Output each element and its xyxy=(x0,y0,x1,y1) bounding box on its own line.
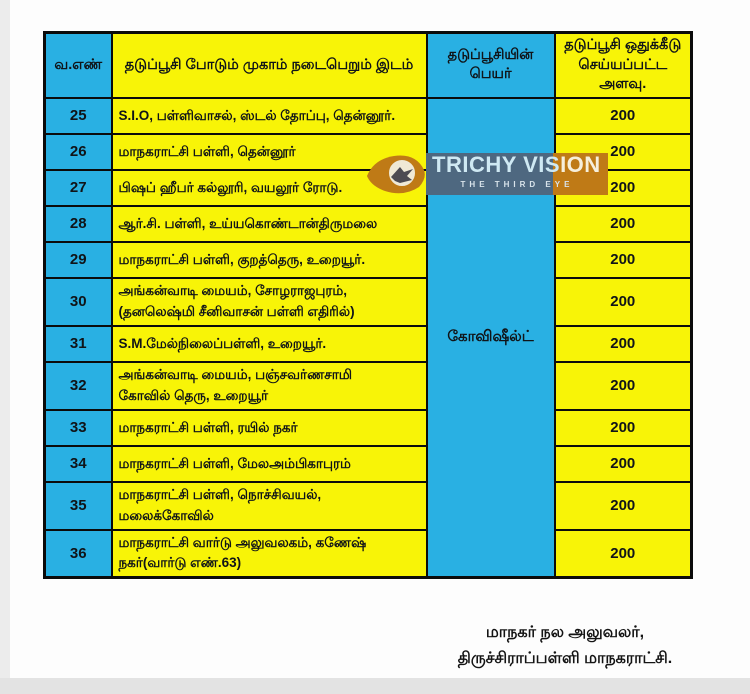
table-row: 26 மாநகராட்சி பள்ளி, தென்னூர் 200 xyxy=(43,132,693,171)
dose-cell: 200 xyxy=(553,132,693,171)
table-row: 35 மாநகராட்சி பள்ளி, நொச்சிவயல், மலைக்கோ… xyxy=(43,480,693,531)
dose-cell: 200 xyxy=(553,324,693,363)
serial-cell: 26 xyxy=(43,132,113,171)
table-row: 34 மாநகராட்சி பள்ளி, மேலஅம்பிகாபுரம் 200 xyxy=(43,444,693,483)
place-cell: மாநகராட்சி பள்ளி, நொச்சிவயல், மலைக்கோவில… xyxy=(110,480,428,531)
serial-cell: 25 xyxy=(43,96,113,135)
dose-cell: 200 xyxy=(553,168,693,207)
dose-cell: 200 xyxy=(553,408,693,447)
dose-cell: 200 xyxy=(553,204,693,243)
table-row: 25 S.I.O, பள்ளிவாசல், ஸ்டல் தோப்பு, தென்… xyxy=(43,96,693,579)
signature-line1: மாநகர் நல அலுவலர், xyxy=(485,624,645,641)
page-edge-left xyxy=(0,0,10,694)
place-cell: மாநகராட்சி பள்ளி, தென்னூர் xyxy=(110,132,428,171)
place-cell: மாநகராட்சி வார்டு அலுவலகம், கணேஷ் நகர்(வ… xyxy=(110,528,428,579)
vaccine-name-cell: கோவிஷீல்ட் xyxy=(425,96,556,579)
place-cell: ஆர்.சி. பள்ளி, உய்யகொண்டான்திருமலை xyxy=(110,204,428,243)
place-cell: S.I.O, பள்ளிவாசல், ஸ்டல் தோப்பு, தென்னூர… xyxy=(110,96,428,135)
place-cell: மாநகராட்சி பள்ளி, குறத்தெரு, உறையூர். xyxy=(110,240,428,279)
dose-cell: 200 xyxy=(553,276,693,327)
serial-cell: 35 xyxy=(43,480,113,531)
place-cell: அங்கன்வாடி மையம், சோழராஜபுரம், (தனலெஷ்மி… xyxy=(110,276,428,327)
serial-cell: 27 xyxy=(43,168,113,207)
dose-cell: 200 xyxy=(553,528,693,579)
serial-cell: 36 xyxy=(43,528,113,579)
table-row: 33 மாநகராட்சி பள்ளி, ரயில் நகர் 200 xyxy=(43,408,693,447)
header-vaccine-name: தடுப்பூசியின் பெயர் xyxy=(425,31,556,99)
table-row: 30 அங்கன்வாடி மையம், சோழராஜபுரம், (தனலெஷ… xyxy=(43,276,693,327)
signature-block: மாநகர் நல அலுவலர், திருச்சிராப்பள்ளி மாந… xyxy=(420,620,710,673)
signature-line2: திருச்சிராப்பள்ளி மாநகராட்சி. xyxy=(457,650,673,668)
table-row: 27 பிஷப் ஹீபர் கல்லூரி, வயலூர் ரோடு. 200 xyxy=(43,168,693,207)
dose-cell: 200 xyxy=(553,96,693,135)
table-row: 32 அங்கன்வாடி மையம், பஞ்சவர்ணசாமி கோவில்… xyxy=(43,360,693,411)
dose-cell: 200 xyxy=(553,480,693,531)
place-cell: மாநகராட்சி பள்ளி, ரயில் நகர் xyxy=(110,408,428,447)
vaccination-camp-table: வ.எண் தடுப்பூசி போடும் முகாம் நடைபெறும் … xyxy=(43,31,693,580)
dose-cell: 200 xyxy=(553,444,693,483)
table-row: 31 S.M.மேல்நிலைப்பள்ளி, உறையூர். 200 xyxy=(43,324,693,363)
table-row: 29 மாநகராட்சி பள்ளி, குறத்தெரு, உறையூர்.… xyxy=(43,240,693,279)
page-edge-bottom xyxy=(0,678,750,694)
table-row: 28 ஆர்.சி. பள்ளி, உய்யகொண்டான்திருமலை 20… xyxy=(43,204,693,243)
serial-cell: 30 xyxy=(43,276,113,327)
place-cell: பிஷப் ஹீபர் கல்லூரி, வயலூர் ரோடு. xyxy=(110,168,428,207)
place-cell: S.M.மேல்நிலைப்பள்ளி, உறையூர். xyxy=(110,324,428,363)
header-allocated-dose: தடுப்பூசி ஒதுக்கீடு செய்யப்பட்ட அளவு. xyxy=(553,31,693,99)
header-serial-number: வ.எண் xyxy=(43,31,113,99)
table-row: 36 மாநகராட்சி வார்டு அலுவலகம், கணேஷ் நகர… xyxy=(43,528,693,579)
serial-cell: 33 xyxy=(43,408,113,447)
header-camp-location: தடுப்பூசி போடும் முகாம் நடைபெறும் இடம் xyxy=(110,31,428,99)
serial-cell: 34 xyxy=(43,444,113,483)
table-header-row: வ.எண் தடுப்பூசி போடும் முகாம் நடைபெறும் … xyxy=(43,31,693,99)
place-cell: மாநகராட்சி பள்ளி, மேலஅம்பிகாபுரம் xyxy=(110,444,428,483)
dose-cell: 200 xyxy=(553,360,693,411)
serial-cell: 31 xyxy=(43,324,113,363)
serial-cell: 29 xyxy=(43,240,113,279)
dose-cell: 200 xyxy=(553,240,693,279)
serial-cell: 28 xyxy=(43,204,113,243)
place-cell: அங்கன்வாடி மையம், பஞ்சவர்ணசாமி கோவில் தெ… xyxy=(110,360,428,411)
serial-cell: 32 xyxy=(43,360,113,411)
